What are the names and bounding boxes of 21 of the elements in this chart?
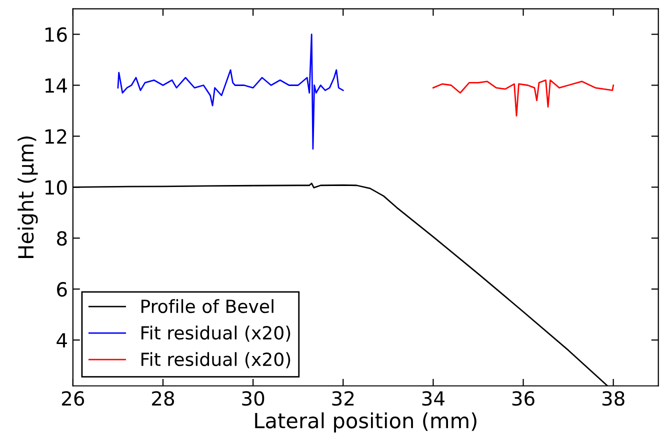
- line-series: [117, 34, 344, 150]
- legend-label: Fit residual (x20): [142, 326, 290, 342]
- x-axis-title: Lateral position (mm): [255, 412, 476, 432]
- y-tick-label: 14: [45, 78, 67, 93]
- y-tick-label: 8: [57, 231, 67, 246]
- x-tick-label: 34: [422, 391, 444, 406]
- legend-label: Fit residual (x20): [142, 352, 290, 368]
- y-axis-title: Height (µm): [18, 136, 38, 258]
- x-tick-label: 32: [332, 391, 354, 406]
- y-tick-label: 12: [45, 129, 66, 144]
- x-tick-label: 36: [512, 391, 534, 406]
- line-series: [432, 79, 614, 117]
- y-tick-label: 16: [45, 27, 67, 42]
- x-tick-label: 30: [242, 391, 264, 406]
- x-tick-label: 28: [152, 391, 174, 406]
- x-tick-label: 26: [62, 391, 84, 406]
- y-tick-label: 6: [57, 282, 67, 297]
- y-tick-label: 4: [56, 333, 67, 348]
- x-tick-label: 38: [602, 391, 624, 406]
- legend-label: Profile of Bevel: [142, 299, 274, 314]
- y-tick-label: 10: [45, 180, 67, 195]
